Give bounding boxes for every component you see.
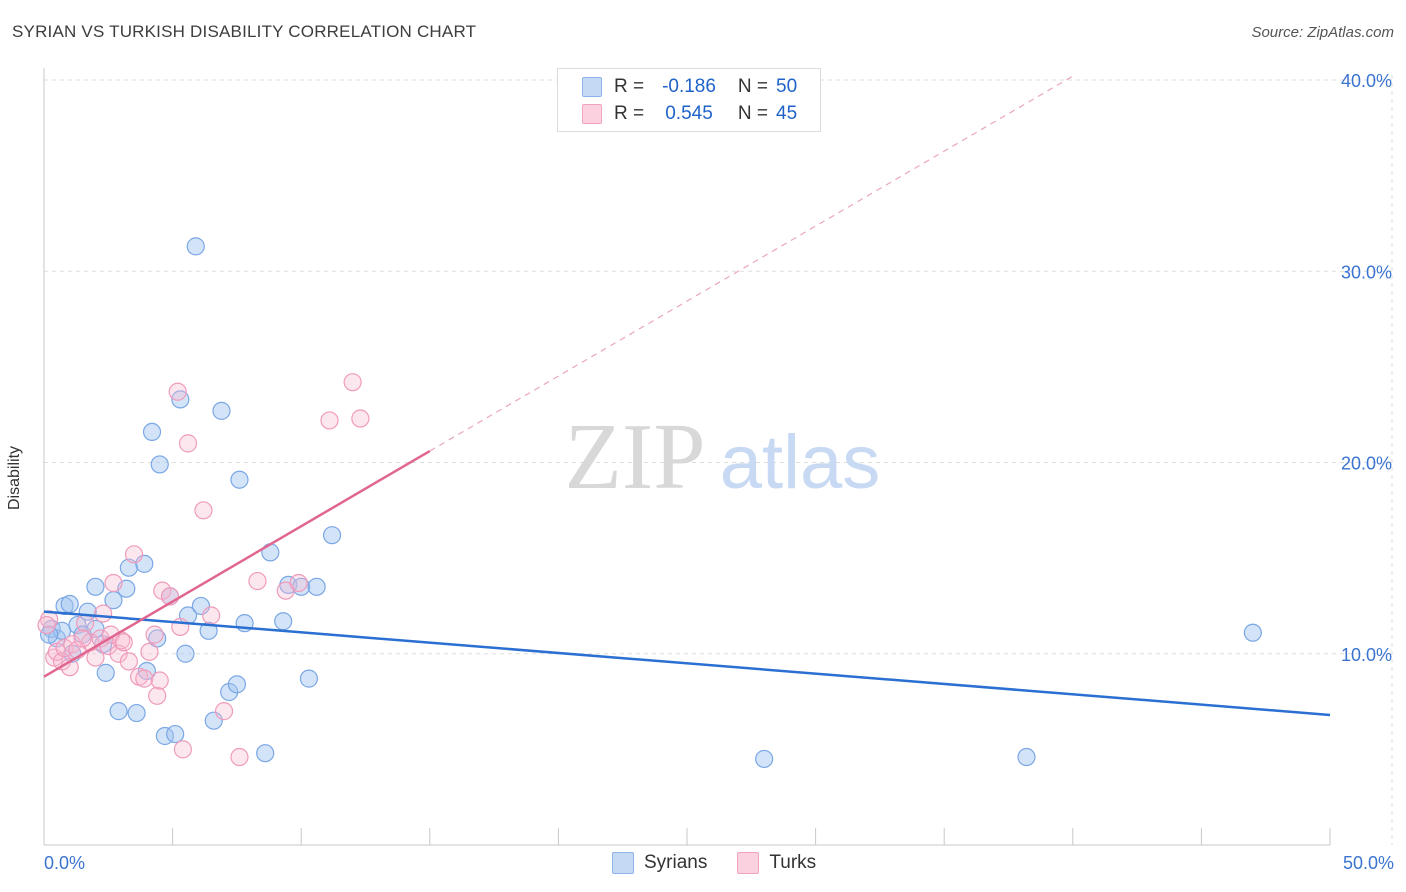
turk-point <box>150 671 169 690</box>
legend-r-label: R = <box>614 103 645 124</box>
syrian-point <box>86 577 105 596</box>
legend-swatch-turks <box>582 104 602 124</box>
legend-label-turks: Turks <box>769 852 817 873</box>
syrians-trendline <box>43 610 1331 717</box>
x-tick-label: 0.0% <box>44 853 85 873</box>
turks-trendline-extension <box>429 75 1074 452</box>
chart-title: SYRIAN VS TURKISH DISABILITY CORRELATION… <box>12 22 477 41</box>
turk-point <box>140 642 159 661</box>
turk-point <box>76 614 95 633</box>
turk-point <box>289 573 308 593</box>
source-label: Source: ZipAtlas.com <box>1251 24 1394 41</box>
turk-point <box>194 501 213 520</box>
syrian-point <box>60 594 79 614</box>
watermark-atlas: atlas <box>720 420 881 505</box>
syrian-point <box>119 558 138 577</box>
legend-r-value-turks: 0.545 <box>665 103 713 124</box>
x-tick-label: 50.0% <box>1343 853 1394 873</box>
syrian-point <box>230 470 249 489</box>
syrian-point <box>96 663 115 682</box>
syrian-point <box>186 237 205 256</box>
syrian-point <box>274 612 293 631</box>
turk-point <box>86 648 105 667</box>
legend-row-syrians: R = -0.186 N = 50 <box>582 75 797 99</box>
syrian-point <box>1243 623 1262 642</box>
legend-n-label: N = <box>737 103 768 124</box>
turk-point <box>202 606 221 625</box>
legend-n-value-syrians: 50 <box>776 76 798 97</box>
watermark-zip: ZIP <box>565 405 706 509</box>
turk-point <box>320 411 339 430</box>
turks-trendline <box>43 449 431 678</box>
syrian-point <box>199 621 218 640</box>
axis-layer: 10.0% 20.0% 30.0% 40.0% 0.0% 50.0% <box>43 68 1394 873</box>
watermark: ZIP atlas <box>565 405 881 509</box>
syrian-point <box>299 669 319 688</box>
legend-item-syrians[interactable]: Syrians <box>612 852 707 874</box>
syrian-point <box>142 422 162 441</box>
turk-point <box>94 604 113 623</box>
syrian-point <box>166 724 185 744</box>
turk-point <box>343 373 362 392</box>
syrian-point <box>307 577 326 596</box>
syrian-point <box>322 526 342 545</box>
syrian-point <box>176 644 195 663</box>
legend-item-turks[interactable]: Turks <box>737 852 816 874</box>
turk-point <box>124 545 144 564</box>
turk-point <box>351 409 370 428</box>
syrian-point <box>227 675 246 694</box>
turk-point <box>63 635 82 654</box>
legend-label-syrians: Syrians <box>644 852 708 873</box>
syrian-point <box>127 703 146 723</box>
turk-point <box>168 382 187 401</box>
trend-layer <box>43 75 1331 717</box>
legend-row-turks: R = 0.545 N = 45 <box>582 102 797 126</box>
y-tick-label: 10.0% <box>1341 645 1392 665</box>
syrian-point <box>109 702 128 721</box>
turk-point <box>73 629 92 648</box>
turk-point <box>230 747 249 767</box>
turk-point <box>173 740 192 759</box>
stats-legend: R = -0.186 N = 50 R = 0.545 N = 45 <box>557 68 821 132</box>
y-tick-label: 20.0% <box>1341 454 1392 474</box>
y-tick-label: 30.0% <box>1341 262 1392 282</box>
syrian-point <box>755 749 774 769</box>
syrian-point <box>150 455 169 474</box>
legend-r-value-syrians: -0.186 <box>662 76 716 97</box>
turk-point <box>145 625 164 644</box>
legend-n-label: N = <box>737 76 768 97</box>
legend-n-value-turks: 45 <box>776 103 798 124</box>
turk-point <box>37 615 56 635</box>
turk-point <box>248 571 267 591</box>
turk-point <box>178 434 198 453</box>
turk-point <box>114 633 133 652</box>
turk-point <box>135 669 154 688</box>
syrian-point <box>256 744 275 763</box>
legend-swatch-turks <box>737 852 760 874</box>
turk-point <box>109 644 128 663</box>
legend-swatch-syrians <box>612 852 634 874</box>
series-legend: Syrians Turks <box>612 852 846 874</box>
turk-point <box>148 686 167 705</box>
turk-point <box>119 652 138 671</box>
grid-layer <box>44 75 1393 845</box>
syrian-point <box>212 401 231 420</box>
syrian-point <box>1017 747 1036 767</box>
turk-point <box>104 573 123 593</box>
legend-swatch-syrians <box>582 77 602 97</box>
y-tick-label: 40.0% <box>1341 71 1392 91</box>
turk-point <box>214 702 234 721</box>
legend-r-label: R = <box>614 76 645 97</box>
syrian-point <box>220 682 239 702</box>
